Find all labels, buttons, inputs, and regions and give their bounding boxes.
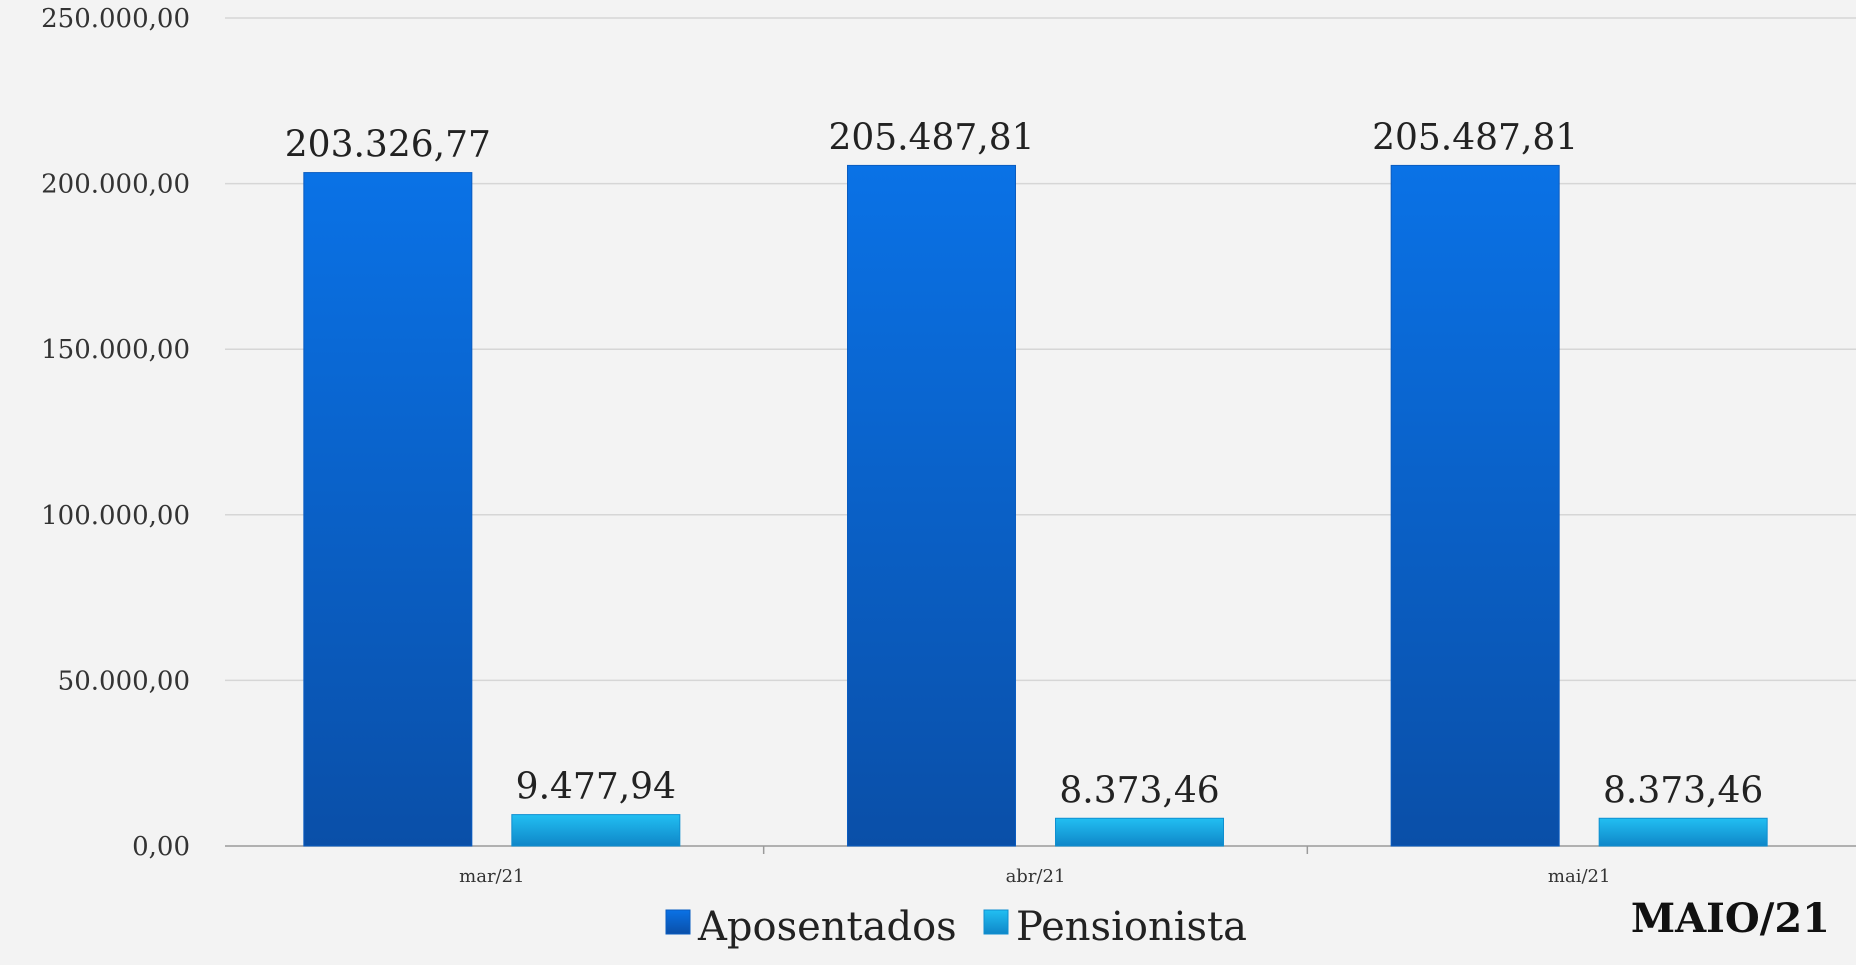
x-category-label: mai/21 xyxy=(1548,866,1611,887)
bar-pensionista-2 xyxy=(1598,817,1768,847)
x-category-label: mar/21 xyxy=(459,866,524,887)
y-tick-label: 200.000,00 xyxy=(41,170,190,200)
legend-swatch-pensionista xyxy=(983,909,1009,935)
data-label: 8.373,46 xyxy=(1059,770,1219,811)
y-tick-label: 0,00 xyxy=(132,832,190,862)
y-tick-label: 100.000,00 xyxy=(41,501,190,531)
y-tick-label: 250.000,00 xyxy=(41,4,190,34)
x-category-label: abr/21 xyxy=(1006,866,1066,887)
bar-aposentados-2 xyxy=(1390,164,1560,847)
bar-pensionista-1 xyxy=(1055,817,1224,847)
y-tick-label: 50.000,00 xyxy=(58,666,190,696)
data-label: 8.373,46 xyxy=(1603,770,1763,811)
y-tick-label: 150.000,00 xyxy=(41,335,190,365)
legend-label-aposentados: Aposentados xyxy=(697,904,957,950)
data-label: 9.477,94 xyxy=(516,767,676,808)
legend-label-pensionista: Pensionista xyxy=(1016,904,1247,950)
period-label: MAIO/21 xyxy=(1630,895,1830,942)
legend-swatch-aposentados xyxy=(665,909,691,935)
bar-pensionista-0 xyxy=(511,814,681,847)
data-label: 203.326,77 xyxy=(285,125,491,166)
data-label: 205.487,81 xyxy=(1372,117,1578,158)
bar-aposentados-1 xyxy=(847,164,1016,847)
bar-aposentados-0 xyxy=(303,172,473,847)
data-label: 205.487,81 xyxy=(828,117,1034,158)
